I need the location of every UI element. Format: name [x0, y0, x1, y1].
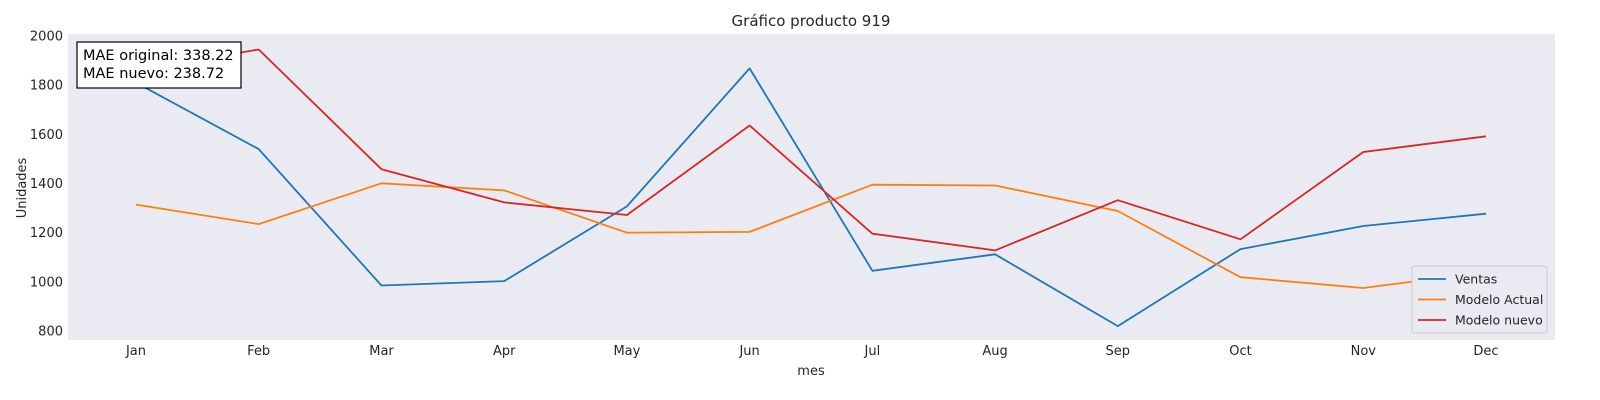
x-tick-label: Jun [738, 344, 759, 359]
x-tick-label: Feb [247, 344, 270, 359]
y-tick-label: 800 [38, 325, 63, 340]
mae-nuevo-text: MAE nuevo: 238.72 [83, 66, 224, 82]
x-tick-label: Oct [1229, 344, 1251, 359]
legend-box [1411, 265, 1548, 334]
x-tick-label: Sep [1106, 344, 1131, 359]
mae-annotation-box [76, 41, 242, 89]
mae-original-text: MAE original: 338.22 [83, 48, 234, 64]
x-tick-labels: Jan Feb Mar Apr May Jun Jul Aug Sep Oct Nov Dec [125, 344, 1499, 359]
series-line-modelo-actual [135, 182, 1487, 289]
x-tick-label: Jul [864, 344, 881, 359]
chart-title: Gráfico producto 919 [732, 12, 891, 30]
legend-label: Modelo Actual [1455, 292, 1543, 307]
y-tick-label: 1800 [30, 79, 63, 94]
legend: Ventas Modelo Actual Modelo nuevo [1411, 265, 1548, 334]
series-line-ventas [135, 67, 1487, 328]
y-axis-label: Unidades [15, 157, 30, 218]
series-layer [135, 48, 1487, 328]
legend-label: Ventas [1455, 272, 1497, 287]
mae-annotation: MAE original: 338.22 MAE nuevo: 238.72 [76, 41, 242, 89]
x-tick-label: May [613, 344, 640, 359]
y-tick-label: 2000 [30, 30, 63, 45]
plot-area [68, 34, 1555, 340]
legend-label: Modelo nuevo [1455, 313, 1543, 328]
x-tick-label: Nov [1351, 344, 1377, 359]
y-tick-label: 1600 [30, 128, 63, 143]
x-tick-label: Apr [493, 344, 516, 359]
series-line-modelo-nuevo [135, 48, 1487, 252]
y-tick-labels: 800 1000 1200 1400 1600 1800 2000 [30, 30, 63, 340]
x-tick-label: Mar [369, 344, 394, 359]
y-tick-label: 1400 [30, 177, 63, 192]
y-tick-label: 1000 [30, 275, 63, 290]
x-tick-label: Aug [982, 344, 1007, 359]
x-tick-label: Jan [125, 344, 146, 359]
x-tick-label: Dec [1473, 344, 1498, 359]
y-tick-label: 1200 [30, 226, 63, 241]
x-axis-label: mes [797, 364, 825, 379]
